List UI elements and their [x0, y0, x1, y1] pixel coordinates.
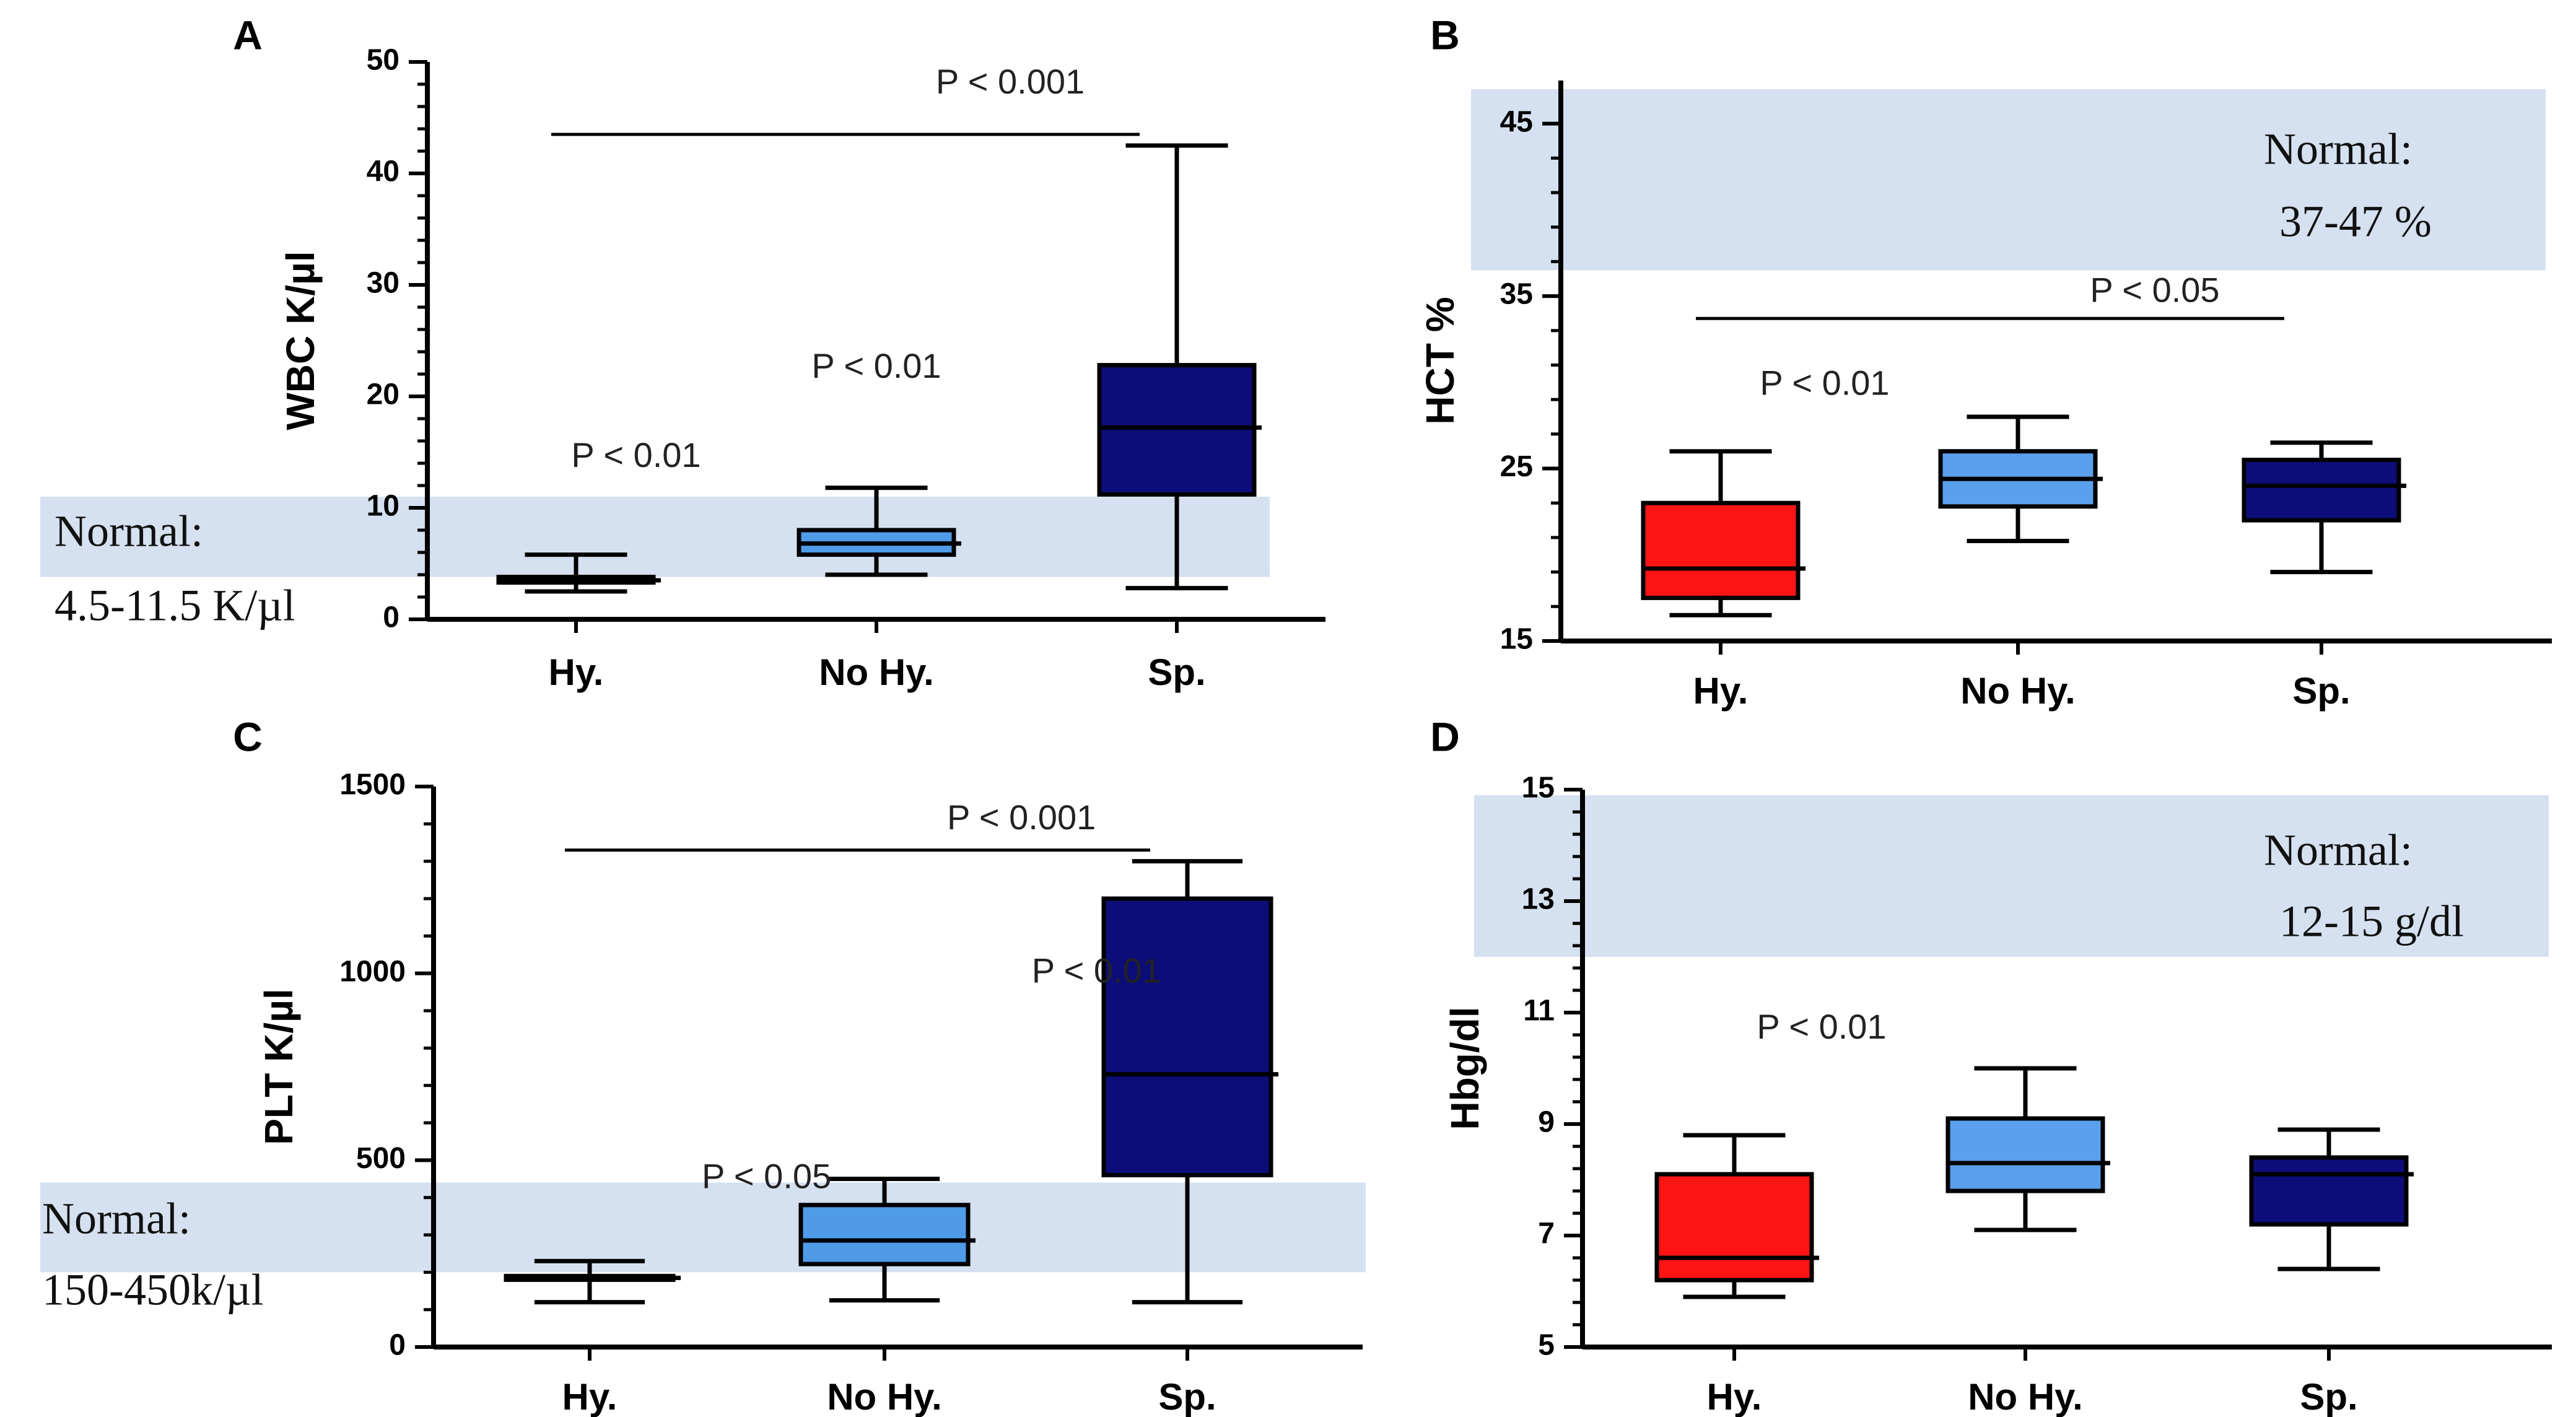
panel-b-x-tick-label: Sp.	[2292, 670, 2350, 712]
panel-b-x-tick-label: No Hy.	[1960, 670, 2076, 712]
panel-d-box-2	[2249, 1155, 2409, 1227]
panel-d-p-value: P < 0.01	[1757, 1007, 1886, 1046]
panel-b-normal-label: Normal:	[2264, 124, 2412, 174]
panel-b-normal-range-label: 37-47 %	[2279, 197, 2432, 246]
panel-d-normal-band	[1474, 795, 2549, 957]
panel-c-y-tick-label: 0	[389, 1329, 406, 1362]
panel-a-normal-band	[40, 497, 1270, 577]
panel-a-box-2	[1097, 363, 1257, 497]
panel-c-letter: C	[233, 713, 263, 759]
panel-b-p-value: P < 0.05	[2090, 270, 2219, 309]
panel-a-y-axis-label: WBC K/µl	[278, 251, 323, 430]
panel-c-normal-label: Normal:	[42, 1194, 191, 1244]
panel-b-box-0	[1641, 500, 1801, 600]
panel-d-box-0	[1654, 1172, 1814, 1283]
panel-a-y-tick-label: 30	[367, 267, 399, 300]
panel-a-y-tick-label: 10	[367, 490, 399, 523]
panel-d-y-tick-label: 13	[1522, 883, 1555, 916]
panel-d-box-1	[1945, 1116, 2105, 1193]
panel-d-x-tick-label: No Hy.	[1968, 1376, 2083, 1417]
panel-a-p-value: P < 0.001	[936, 62, 1085, 101]
panel-a-x-tick-label: Sp.	[1148, 652, 1205, 693]
panel-d-y-tick-label: 15	[1522, 772, 1555, 804]
panel-a-y-tick-label: 20	[367, 378, 399, 411]
panel-c-x-tick-label: Hy.	[562, 1376, 618, 1417]
panel-b-y-axis-label: HCT %	[1418, 297, 1462, 424]
panel-b-y-tick-label: 15	[1500, 623, 1533, 656]
panel-b-x-tick-label: Hy.	[1693, 670, 1749, 712]
panel-c-y-tick-label: 500	[356, 1142, 406, 1175]
panel-d-letter: D	[1430, 713, 1460, 759]
panel-b-normal-band	[1471, 89, 2546, 271]
panel-c-normal-band	[40, 1182, 1366, 1273]
panel-d-y-tick-label: 5	[1538, 1329, 1555, 1362]
panel-a-y-tick-label: 40	[367, 155, 399, 188]
panel-b-y-tick-label: 25	[1500, 450, 1533, 483]
panel-d-y-tick-label: 9	[1538, 1106, 1555, 1139]
panel-c-y-tick-label: 1000	[339, 955, 406, 988]
panel-d-normal-label: Normal:	[2264, 826, 2412, 875]
panel-a-x-tick-label: Hy.	[549, 652, 604, 693]
panel-c-x-tick-label: Sp.	[1158, 1376, 1216, 1417]
panel-a-y-tick-label: 0	[383, 601, 399, 634]
panel-a-y-tick-label: 50	[367, 44, 399, 77]
panel-a-p-value: P < 0.01	[811, 346, 941, 385]
panel-d-y-tick-label: 11	[1523, 995, 1555, 1027]
panel-a-normal-label: Normal:	[55, 507, 203, 556]
panel-a-letter: A	[233, 12, 263, 58]
panel-b-y-tick-label: 35	[1500, 278, 1533, 311]
panel-c-y-axis-label: PLT K/µl	[256, 988, 301, 1145]
panel-d-normal-range-label: 12-15 g/dl	[2279, 897, 2464, 946]
panel-c-y-tick-label: 1500	[339, 769, 406, 801]
panel-a-x-tick-label: No Hy.	[819, 652, 934, 693]
panel-c-box-2	[1101, 896, 1273, 1177]
panel-c-p-value: P < 0.05	[702, 1156, 831, 1195]
panel-d-x-tick-label: Sp.	[2300, 1376, 2357, 1417]
panel-b-p-value: P < 0.01	[1760, 364, 1889, 403]
panel-d-y-axis-label: Hbg/dl	[1443, 1006, 1487, 1130]
panel-c-normal-range-label: 150-450k/µl	[42, 1265, 263, 1315]
panel-c-p-value: P < 0.01	[1032, 951, 1161, 990]
panel-d-y-tick-label: 7	[1538, 1218, 1555, 1250]
panel-a-normal-range-label: 4.5-11.5 K/µl	[55, 581, 295, 630]
panel-c-x-tick-label: No Hy.	[827, 1376, 942, 1417]
panel-b-box-2	[2242, 458, 2401, 523]
panel-b-y-tick-label: 45	[1500, 105, 1533, 138]
panel-a-p-value: P < 0.01	[571, 435, 701, 474]
panel-b-letter: B	[1430, 12, 1460, 58]
panel-d-x-tick-label: Hy.	[1707, 1376, 1762, 1417]
panel-c-p-value: P < 0.001	[947, 798, 1096, 837]
panel-c-box-1	[798, 1203, 971, 1267]
